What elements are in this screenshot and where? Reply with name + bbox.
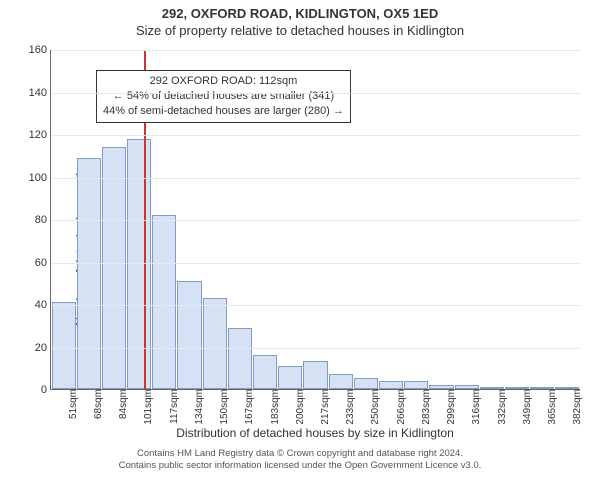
x-tick-label: 217sqm xyxy=(316,389,331,425)
x-tick-label: 150sqm xyxy=(215,389,230,425)
y-tick-label: 120 xyxy=(29,129,51,141)
histogram-bar xyxy=(102,147,126,389)
x-tick-label: 117sqm xyxy=(165,389,180,424)
annotation-line2: ← 54% of detached houses are smaller (34… xyxy=(103,89,344,104)
x-tick-label: 316sqm xyxy=(467,389,482,425)
histogram-bar xyxy=(152,215,176,389)
chart-container: Number of detached properties 292 OXFORD… xyxy=(0,40,600,446)
histogram-bar xyxy=(303,361,327,389)
x-tick-label: 382sqm xyxy=(568,389,583,425)
footer-note: Contains HM Land Registry data © Crown c… xyxy=(0,446,600,472)
y-tick-label: 40 xyxy=(35,299,51,311)
gridline xyxy=(51,305,580,306)
x-tick-label: 167sqm xyxy=(240,389,255,425)
annotation-line1: 292 OXFORD ROAD: 112sqm xyxy=(103,74,344,89)
y-tick-label: 160 xyxy=(29,44,51,56)
footer-line2: Contains public sector information licen… xyxy=(0,460,600,472)
y-tick-label: 100 xyxy=(29,172,51,184)
annotation-line3: 44% of semi-detached houses are larger (… xyxy=(103,104,344,119)
histogram-bar xyxy=(404,381,428,389)
histogram-bar xyxy=(228,328,252,389)
histogram-bar xyxy=(379,381,403,389)
histogram-bar xyxy=(329,374,353,389)
x-tick-label: 183sqm xyxy=(266,389,281,425)
x-tick-label: 101sqm xyxy=(139,389,154,425)
histogram-bar xyxy=(253,355,277,389)
gridline xyxy=(51,50,580,51)
histogram-bar xyxy=(52,302,76,389)
x-tick-label: 365sqm xyxy=(543,389,558,425)
gridline xyxy=(51,178,580,179)
gridline xyxy=(51,93,580,94)
y-tick-label: 140 xyxy=(29,87,51,99)
gridline xyxy=(51,348,580,349)
x-tick-label: 51sqm xyxy=(64,389,79,419)
y-tick-label: 20 xyxy=(35,342,51,354)
x-tick-label: 200sqm xyxy=(291,389,306,425)
annotation-box: 292 OXFORD ROAD: 112sqm ← 54% of detache… xyxy=(96,70,351,123)
x-tick-label: 250sqm xyxy=(366,389,381,425)
histogram-bar xyxy=(77,158,101,389)
x-tick-label: 84sqm xyxy=(114,389,129,419)
x-tick-label: 266sqm xyxy=(392,389,407,425)
histogram-bar xyxy=(354,378,378,389)
x-tick-label: 299sqm xyxy=(442,389,457,425)
y-tick-label: 0 xyxy=(41,384,51,396)
x-tick-label: 134sqm xyxy=(190,389,205,425)
gridline xyxy=(51,135,580,136)
gridline xyxy=(51,263,580,264)
y-tick-label: 80 xyxy=(35,214,51,226)
gridline xyxy=(51,220,580,221)
x-tick-label: 283sqm xyxy=(417,389,432,425)
histogram-bar xyxy=(278,366,302,389)
title-main: 292, OXFORD ROAD, KIDLINGTON, OX5 1ED xyxy=(0,0,600,21)
histogram-bar xyxy=(127,139,151,389)
x-axis-title: Distribution of detached houses by size … xyxy=(50,426,580,440)
x-tick-label: 68sqm xyxy=(89,389,104,419)
x-tick-label: 332sqm xyxy=(493,389,508,425)
title-sub: Size of property relative to detached ho… xyxy=(0,21,600,40)
footer-line1: Contains HM Land Registry data © Crown c… xyxy=(0,448,600,460)
x-tick-label: 349sqm xyxy=(518,389,533,425)
histogram-bar xyxy=(203,298,227,389)
plot-area: 292 OXFORD ROAD: 112sqm ← 54% of detache… xyxy=(50,50,580,390)
histogram-bar xyxy=(177,281,201,389)
y-tick-label: 60 xyxy=(35,257,51,269)
x-tick-label: 233sqm xyxy=(341,389,356,425)
